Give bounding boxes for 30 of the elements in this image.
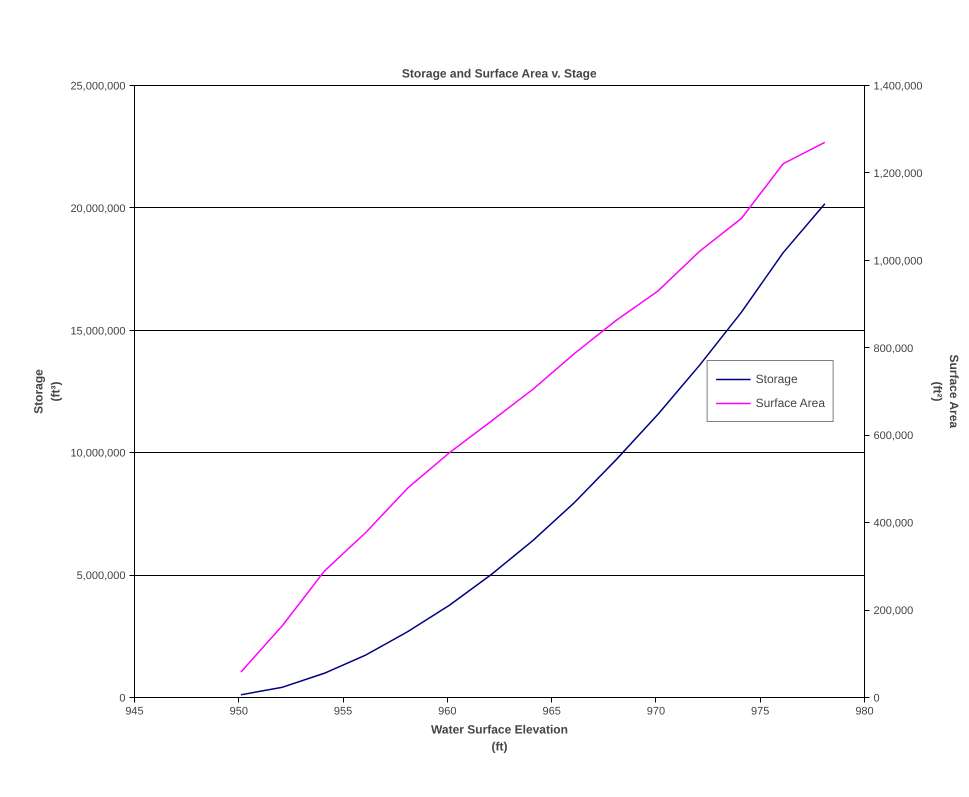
legend-label: Storage: [756, 372, 798, 386]
y-tick-label: 0: [119, 692, 126, 704]
y-tick-label: 25,000,000: [70, 80, 126, 92]
y2-tick-label: 1,200,000: [874, 168, 922, 180]
y-tick-label: 5,000,000: [76, 570, 126, 582]
y-axis-title: Storage (ft³): [32, 368, 62, 414]
y2-tick-label: 1,400,000: [874, 80, 922, 92]
x-tick-label: 980: [855, 706, 874, 718]
y2-tick-label: 1,000,000: [874, 255, 922, 268]
x-tick-label: 955: [334, 706, 352, 718]
x-tick-label: 945: [125, 706, 144, 718]
x-tick-label: 970: [646, 706, 666, 718]
y-tick-label: 15,000,000: [70, 325, 126, 338]
y2-tick-label: 800,000: [874, 342, 914, 355]
x-tick-label: 960: [438, 706, 457, 718]
y-tick-label: 20,000,000: [70, 202, 126, 215]
y2-tick-label: 600,000: [874, 430, 914, 442]
y2-tick-label: 0: [874, 692, 880, 704]
y2-tick-label: 200,000: [874, 605, 914, 618]
x-tick-label: 965: [542, 706, 561, 718]
legend-label: Surface Area: [756, 396, 825, 410]
x-tick-label: 950: [230, 706, 248, 718]
y-tick-label: 10,000,000: [70, 448, 126, 460]
line-series: [240, 142, 826, 673]
line-series: [240, 202, 826, 696]
y2-tick-label: 400,000: [874, 518, 914, 530]
y2-axis-title: Surface Area (ft²): [930, 354, 962, 428]
x-tick-label: 975: [751, 706, 770, 718]
chart-title: Storage and Surface Area v. Stage: [402, 66, 597, 80]
x-axis-title: Water Surface Elevation (ft): [431, 722, 568, 754]
